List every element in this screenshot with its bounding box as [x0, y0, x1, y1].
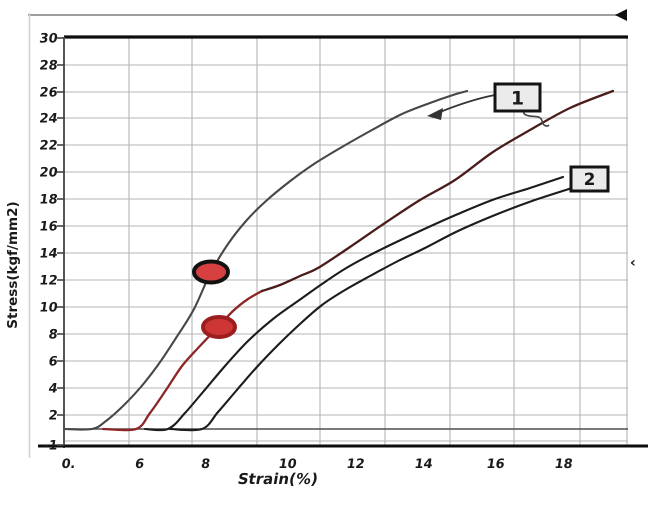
y-tick-label: 22	[38, 139, 58, 154]
red-ellipse-marker	[192, 259, 230, 285]
callout-box-label: 2	[584, 170, 596, 190]
y-tick-label: 4	[47, 382, 58, 397]
y-tick-label: 6	[47, 355, 58, 370]
y-tick-label: 2	[47, 409, 58, 424]
callout-1-arrowhead	[427, 108, 443, 120]
y-tick-label: 8	[47, 328, 58, 343]
page-decorations: ‹	[28, 9, 636, 458]
red-ellipse-marker	[201, 315, 237, 339]
axes-frame	[38, 35, 648, 448]
top-rule-left-arrow-icon	[615, 9, 627, 21]
x-tick-label: 6	[134, 457, 145, 472]
y-tick-label: 24	[38, 112, 58, 127]
ellipse-markers	[192, 259, 237, 339]
x-tick-label: 8	[200, 457, 211, 472]
y-tick-label: 20	[38, 166, 58, 181]
callout-box-1	[493, 82, 542, 113]
curve-1-second-upper	[260, 89, 615, 293]
x-tick-label: 14	[413, 457, 433, 472]
x-tick-label: 12	[345, 457, 365, 472]
callout-box-2	[569, 165, 610, 193]
x-tick-label: 16	[485, 457, 505, 472]
callout-labels: 12	[427, 82, 610, 193]
tick-labels: 30 28 26 24 22 20 18 16 14 12 10 8 6 4 2 -10. 6 8 10 12 14 16…	[38, 32, 573, 472]
y-tick-label: 16	[38, 220, 58, 235]
x-axis-title: Strain(%)	[236, 470, 319, 488]
callout-1-arrow	[439, 94, 496, 113]
curve-2-second	[168, 186, 574, 432]
callout-box-label: 1	[511, 87, 524, 109]
y-tick-label: 10	[38, 301, 58, 316]
x-tick-label: 0.	[60, 457, 76, 472]
curve-1-first	[62, 89, 469, 431]
y-tick-label: 18	[38, 193, 58, 208]
y-tick-label: 14	[38, 247, 58, 262]
y-tick-label: 12	[38, 274, 58, 289]
y-tick-label: -1	[42, 439, 59, 454]
y-tick-label: 28	[38, 59, 58, 74]
x-tick-label: 18	[553, 457, 573, 472]
curve-2-first	[143, 175, 565, 432]
y-tick-label: 30	[38, 32, 58, 47]
curve-1-second-lower	[101, 289, 264, 432]
gridlines	[64, 37, 628, 446]
right-chevron-icon: ‹	[630, 255, 636, 271]
y-tick-label: 26	[38, 86, 58, 101]
y-axis-title: Stress(kgf/mm2)	[5, 201, 21, 328]
data-curves	[62, 89, 615, 432]
x-tick-label: 10	[277, 457, 297, 472]
